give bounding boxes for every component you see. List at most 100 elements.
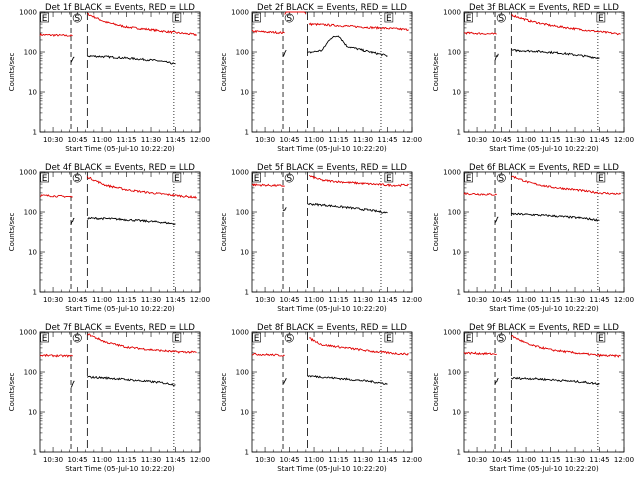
marker-box (172, 12, 182, 23)
x-tick-label: 11:15 (540, 136, 560, 144)
x-tick-label: 11:30 (141, 136, 161, 144)
plot-frame (39, 171, 201, 293)
events-line-seg1 (282, 378, 287, 384)
x-tick-label: 10:30 (43, 296, 63, 304)
marker-e: E (596, 12, 606, 24)
marker-box (596, 332, 606, 343)
x-tick-label: 12:00 (402, 456, 422, 464)
events-line-seg1 (494, 377, 499, 385)
y-tick-label: 100 (448, 369, 461, 377)
plot-frame (39, 331, 201, 453)
x-tick-label: 10:45 (279, 296, 299, 304)
x-tick-label: 11:30 (565, 136, 585, 144)
lld-line-seg2 (87, 333, 197, 354)
x-tick-label: 10:45 (491, 296, 511, 304)
marker-circle (284, 173, 294, 183)
marker-label: S (286, 334, 292, 344)
lld-line-seg2 (284, 11, 307, 15)
x-axis-label: Start Time (05-Jul-10 10:22:20) (489, 145, 599, 153)
x-tick-label: 10:45 (491, 136, 511, 144)
lld-line-seg1 (39, 32, 73, 37)
y-tick-label: 1 (457, 449, 461, 457)
marker-box (40, 332, 49, 343)
x-tick-label: 10:45 (279, 456, 299, 464)
y-tick-label: 10 (240, 249, 249, 257)
x-tick-label: 10:30 (43, 456, 63, 464)
marker-e: E (40, 332, 49, 344)
marker-e: E (464, 332, 473, 344)
x-tick-label: 12:00 (402, 136, 422, 144)
x-tick-label: 10:45 (67, 136, 87, 144)
x-axis-label: Start Time (05-Jul-10 10:22:20) (65, 305, 175, 313)
marker-e: E (40, 172, 49, 184)
marker-label: E (254, 174, 260, 184)
y-axis-label: Counts/sec (432, 373, 440, 412)
marker-e: E (384, 12, 394, 24)
x-tick-label: 11:30 (565, 296, 585, 304)
y-tick-label: 100 (236, 209, 249, 217)
marker-box (464, 332, 473, 343)
x-tick-label: 10:30 (255, 136, 275, 144)
marker-label: E (174, 334, 180, 344)
y-axis-label: Counts/sec (8, 213, 16, 252)
marker-e: E (384, 332, 394, 344)
x-tick-label: 11:00 (92, 136, 112, 144)
marker-e: E (464, 12, 473, 24)
lld-line-seg2 (511, 175, 622, 195)
marker-s: S (72, 333, 82, 344)
lld-line-seg1 (39, 194, 73, 198)
lld-line-seg1 (251, 352, 285, 357)
marker-label: S (74, 174, 80, 184)
x-axis-label: Start Time (05-Jul-10 10:22:20) (489, 305, 599, 313)
marker-e: E (252, 12, 261, 24)
x-tick-label: 12:00 (190, 136, 210, 144)
plot-frame (251, 171, 413, 293)
x-tick-label: 11:45 (589, 296, 609, 304)
y-tick-label: 10 (452, 409, 461, 417)
marker-label: S (498, 14, 504, 24)
y-tick-label: 10 (28, 89, 37, 97)
y-tick-label: 1 (245, 129, 249, 137)
marker-label: S (498, 174, 504, 184)
x-tick-label: 11:00 (304, 456, 324, 464)
events-line-seg2 (510, 376, 600, 386)
events-line-seg2 (86, 375, 176, 386)
y-tick-label: 10 (240, 89, 249, 97)
marker-label: E (42, 174, 48, 184)
y-tick-label: 1000 (231, 329, 249, 337)
marker-box (384, 12, 394, 23)
events-line-seg1 (282, 207, 287, 212)
marker-label: E (466, 174, 472, 184)
panel-det-5: Det 5f BLACK = Events, RED = LLD 1 10 100 10… (220, 163, 422, 313)
x-tick-label: 11:45 (589, 136, 609, 144)
marker-label: E (386, 14, 392, 24)
y-tick-label: 10 (240, 409, 249, 417)
marker-e: E (464, 172, 473, 184)
marker-circle (72, 173, 82, 183)
lld-line-seg2 (308, 337, 409, 356)
y-axis-label: Counts/sec (8, 53, 16, 92)
events-line-seg1 (70, 380, 75, 388)
x-tick-label: 11:45 (165, 296, 185, 304)
y-axis-label: Counts/sec (432, 213, 440, 252)
marker-label: S (74, 14, 80, 24)
x-tick-label: 11:45 (165, 456, 185, 464)
y-tick-label: 10 (28, 409, 37, 417)
marker-box (252, 172, 261, 183)
y-tick-label: 1 (245, 449, 249, 457)
panel-title: Det 6f BLACK = Events, RED = LLD (469, 163, 619, 173)
x-tick-label: 11:15 (116, 136, 136, 144)
events-line-seg2 (307, 202, 388, 214)
y-tick-label: 1000 (19, 329, 37, 337)
events-line-seg1 (494, 216, 499, 223)
marker-circle (496, 333, 506, 343)
events-line-seg2 (307, 375, 388, 385)
x-tick-label: 11:00 (304, 296, 324, 304)
x-axis-label: Start Time (05-Jul-10 10:22:20) (277, 145, 387, 153)
marker-circle (284, 13, 294, 23)
marker-label: E (174, 14, 180, 24)
marker-label: S (74, 334, 80, 344)
y-tick-label: 100 (236, 369, 249, 377)
y-axis-label: Counts/sec (432, 53, 440, 92)
